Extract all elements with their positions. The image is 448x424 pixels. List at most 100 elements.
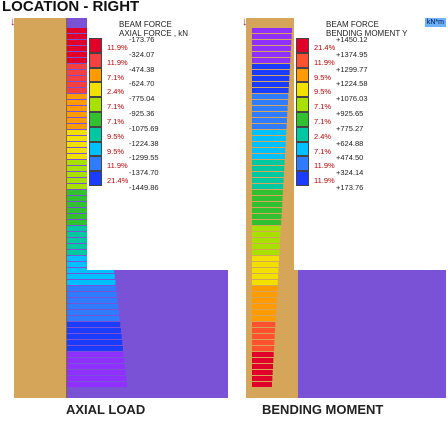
legend-row: +775.27 2.4% [314, 124, 434, 142]
moment-band [252, 358, 274, 363]
moment-band [252, 376, 273, 381]
moment-band [252, 184, 284, 189]
axial-force-band [67, 40, 89, 45]
legend-percent: 7.1% [107, 102, 125, 112]
legend-row: -173.76 11.9% [107, 35, 227, 53]
page-title: LOCATION - RIGHT [2, 0, 140, 15]
legend-swatch [296, 38, 309, 53]
legend-row: +324.14 11.9% [314, 168, 434, 186]
axial-force-band [67, 70, 92, 75]
legend-value: +1224.58 [336, 79, 368, 89]
legend-row: -1374.70 21.4% [107, 168, 227, 186]
legend-swatch [89, 38, 102, 53]
axial-force-band [67, 178, 104, 183]
bending-moment-panel: ↓↓↓ BEAM FORCE BENDING MOMENT Y kN*m +14… [242, 16, 446, 398]
legend-value: +1076.03 [336, 94, 368, 104]
moment-band [252, 46, 291, 51]
moment-band [252, 220, 282, 225]
legend-swatch [296, 97, 309, 112]
legend-swatch [89, 156, 102, 172]
legend-value: +1374.95 [336, 49, 368, 59]
legend-value: +1450.12 [336, 35, 368, 44]
legend-row: -1075.69 9.5% [107, 124, 227, 142]
axial-force-band [67, 160, 102, 165]
legend-percent: 9.5% [107, 146, 125, 156]
legend-percent: 11.9% [314, 176, 335, 186]
legend-row: +925.65 7.1% [314, 109, 434, 127]
axial-force-band [67, 166, 103, 171]
axial-force-band [67, 136, 100, 141]
legend-percent: 7.1% [107, 72, 125, 82]
moment-band [252, 238, 281, 243]
legend-percent: 11.9% [314, 57, 335, 67]
legend-row: -624.70 2.4% [107, 79, 227, 97]
legend-value: +624.88 [336, 138, 364, 148]
legend-row: -925.36 7.1% [107, 109, 227, 127]
axial-force-band [67, 112, 97, 117]
legend-percent: 2.4% [314, 131, 332, 141]
axial-force-band [67, 322, 121, 327]
axial-force-band [67, 58, 91, 63]
moment-band [252, 34, 292, 39]
axial-force-band [67, 310, 119, 315]
axial-force-band [67, 46, 90, 51]
legend-row: -1299.55 11.9% [107, 153, 227, 171]
legend-value: -1299.55 [129, 153, 159, 163]
axial-force-band [67, 280, 116, 285]
moment-band [252, 292, 278, 297]
axial-force-band [67, 340, 123, 345]
moment-band [252, 100, 288, 105]
moment-band [252, 172, 284, 177]
legend-swatch [89, 82, 102, 98]
axial-force-band [67, 292, 117, 297]
legend-value: +324.14 [336, 168, 364, 178]
moment-band [252, 340, 275, 345]
axial-force-panel: ↓↓↓ BEAM FORCE AXIAL FORCE , kN -173.761… [10, 16, 231, 398]
legend-percent: 11.9% [107, 57, 128, 67]
axial-force-band [67, 76, 93, 81]
legend-percent: 2.4% [107, 87, 125, 97]
legend-value: -1449.86 [129, 182, 159, 192]
legend-row: +474.50 11.9% [314, 153, 434, 171]
moment-band [252, 166, 285, 171]
axial-force-band [67, 286, 117, 291]
moment-band [252, 178, 284, 183]
moment-band [252, 148, 286, 153]
axial-force-band [67, 274, 115, 279]
legend-value: +1299.77 [336, 64, 368, 74]
axial-force-band [67, 100, 96, 105]
legend-percent: 9.5% [107, 131, 125, 141]
axial-force-band [67, 190, 106, 195]
legend-value: +173.76 [336, 182, 364, 192]
axial-force-band [67, 142, 100, 147]
bending-moment-caption: BENDING MOMENT [262, 402, 384, 417]
axial-force-band [67, 334, 122, 339]
legend-title: BEAM FORCE AXIAL FORCE , kN [119, 20, 189, 38]
legend-swatch [296, 156, 309, 172]
axial-force-band [67, 154, 102, 159]
legend-row: -474.38 7.1% [107, 65, 227, 83]
moment-band [252, 322, 276, 327]
moment-band [252, 64, 290, 69]
axial-force-band [67, 94, 95, 99]
axial-force-band [67, 124, 98, 129]
moment-band [252, 76, 290, 81]
moment-band [252, 232, 281, 237]
legend-swatch [89, 126, 102, 142]
axial-force-band [67, 88, 94, 93]
moment-band [252, 214, 282, 219]
legend-swatch [296, 67, 309, 83]
moment-band [252, 286, 278, 291]
legend-swatches [296, 38, 309, 186]
legend-swatch [296, 141, 309, 157]
axial-force-band [67, 52, 90, 57]
legend-row: +1299.77 9.5% [314, 64, 434, 83]
axial-force-band [67, 370, 126, 375]
legend-row: +1224.58 9.5% [314, 79, 434, 97]
axial-force-band [67, 28, 87, 33]
moment-band [252, 244, 280, 249]
legend-swatch [296, 171, 309, 186]
moment-band [252, 112, 288, 117]
axial-legend: BEAM FORCE AXIAL FORCE , kN -173.76 11.9%… [87, 18, 231, 270]
legend-percent: 11.9% [107, 43, 128, 52]
